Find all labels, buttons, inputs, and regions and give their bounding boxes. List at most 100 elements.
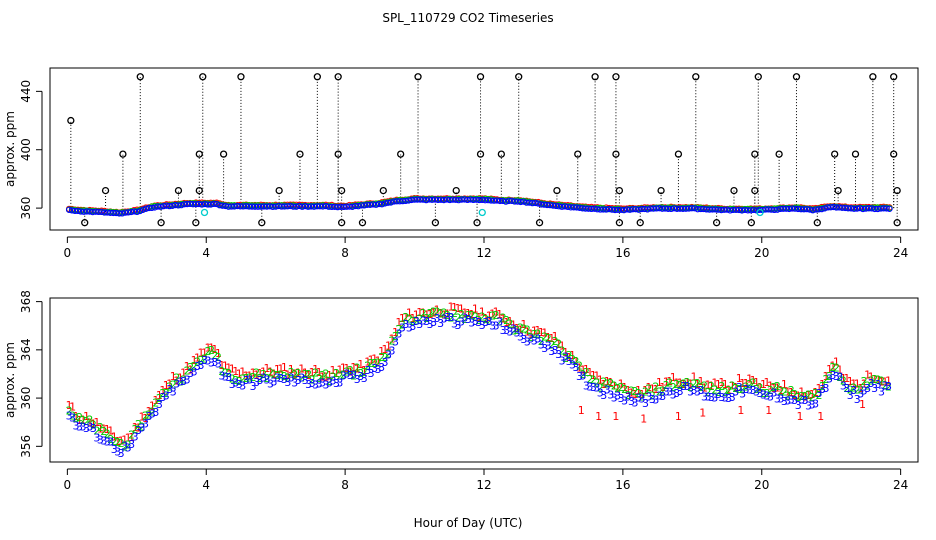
series-2-point: 2	[586, 373, 593, 386]
series-1-point: 1	[170, 370, 177, 383]
flag-point	[397, 150, 405, 158]
series-3-point: 3	[534, 332, 541, 345]
series-1-point: 1	[513, 322, 520, 335]
top-series-3-point	[225, 203, 232, 210]
series-2-point: 2	[618, 381, 625, 394]
series-1-point: 1	[118, 434, 125, 447]
top-series-3-point	[709, 206, 716, 213]
top-series-3-point	[269, 203, 276, 210]
top-series-3-point	[89, 208, 96, 216]
series-3-point: 3	[777, 393, 784, 406]
top-series-3-point	[316, 203, 324, 210]
series-2-point: 2	[170, 379, 177, 392]
series-1-point: 1	[562, 346, 569, 359]
top-series-3-point	[786, 205, 793, 213]
series-2-point: 2	[583, 366, 590, 379]
top-series-3-point	[585, 205, 592, 212]
series-2-point: 2	[218, 365, 225, 378]
series-1-point: 1	[520, 318, 527, 331]
top-series-3-point	[750, 206, 757, 213]
top-series-3-point	[169, 202, 176, 209]
series-2-point: 2	[635, 387, 642, 400]
series-2-point: 2	[260, 368, 267, 381]
top-series-3-point	[883, 205, 890, 212]
flag-point	[730, 186, 738, 195]
series-3-point: 3	[409, 320, 416, 333]
series-2-point: 2	[788, 384, 795, 397]
top-series-3-point	[130, 208, 138, 215]
series-2-point: 2	[250, 371, 257, 384]
series-2-point: 2	[559, 345, 566, 358]
series-2-point: 2	[361, 366, 368, 379]
top-series-3-point	[166, 203, 173, 210]
top-series-3-point	[747, 207, 754, 214]
series-1-point: 1	[652, 383, 659, 396]
flag-point	[890, 150, 898, 158]
top-series-3-point	[505, 197, 512, 205]
series-3-point: 3	[670, 388, 677, 401]
flag-point	[615, 186, 624, 195]
series-2-point: 2	[763, 387, 770, 400]
series-3-point: 3	[468, 317, 475, 330]
series-2-point: 2	[225, 367, 232, 380]
top-series-3-point	[815, 206, 822, 213]
series-2-point: 2	[767, 384, 774, 397]
series-2-point: 2	[461, 313, 468, 326]
flag-point	[553, 186, 561, 195]
series-2-point: 2	[871, 373, 878, 386]
top-series-3-point	[237, 203, 244, 210]
series-2-point: 2	[687, 381, 694, 394]
top-series-3-point	[771, 206, 778, 214]
top-series-3-point	[122, 209, 129, 216]
top-series-3-point	[260, 203, 268, 210]
top-series-3-point	[485, 196, 492, 204]
top-series-3-point	[71, 207, 79, 215]
series-1-point: 1	[635, 384, 642, 397]
flag-point	[657, 186, 665, 195]
top-series-3-point	[95, 208, 102, 216]
bottom-y-axis-title: approx. ppm	[3, 342, 17, 418]
top-series-3-point	[207, 201, 214, 208]
series-3-point: 3	[503, 324, 510, 337]
series-2-point: 2	[187, 361, 194, 374]
series-2-point: 2	[232, 374, 239, 387]
series-1-point: 1	[357, 358, 364, 371]
series-1-point: 1	[618, 378, 625, 391]
series-1-point: 1	[329, 364, 336, 377]
top-series-3-point	[80, 208, 88, 215]
series-2-point: 2	[125, 438, 132, 451]
series-2-point: 2	[156, 392, 163, 405]
series-2-point: 2	[413, 314, 420, 327]
series-3-point: 3	[260, 372, 267, 385]
series-1-point: 1	[798, 386, 805, 399]
series-1-point: 1	[336, 363, 343, 376]
top-series-3-point	[665, 205, 672, 212]
top-series-3-point	[700, 205, 707, 213]
top-series-3-point	[803, 205, 811, 213]
series-1-low-point: 1	[612, 410, 619, 423]
series-2-point: 2	[135, 418, 142, 431]
series-1-point: 1	[524, 326, 531, 339]
series-1-point: 1	[805, 389, 812, 402]
top-series-3-point	[110, 209, 117, 217]
series-1-point: 1	[413, 309, 420, 322]
series-1-point: 1	[111, 431, 118, 444]
series-2-point: 2	[531, 328, 538, 341]
series-1-point: 1	[833, 355, 840, 368]
series-3-point: 3	[326, 377, 333, 390]
top-series-3-point	[868, 205, 875, 212]
series-3-point: 3	[114, 445, 121, 458]
series-3-point: 3	[139, 422, 146, 435]
series-3-point: 3	[173, 377, 180, 390]
series-3-point: 3	[375, 363, 382, 376]
flag-point	[337, 219, 346, 227]
series-3-point: 3	[687, 386, 694, 399]
top-series-3-point	[384, 199, 391, 206]
series-2-point: 2	[729, 379, 736, 392]
series-2-point: 2	[732, 382, 739, 395]
series-1-point: 1	[104, 423, 111, 436]
series-3-point: 3	[333, 377, 340, 390]
flag-point	[747, 219, 755, 227]
top-series-3-point	[591, 205, 598, 212]
series-2-point: 2	[538, 335, 545, 348]
